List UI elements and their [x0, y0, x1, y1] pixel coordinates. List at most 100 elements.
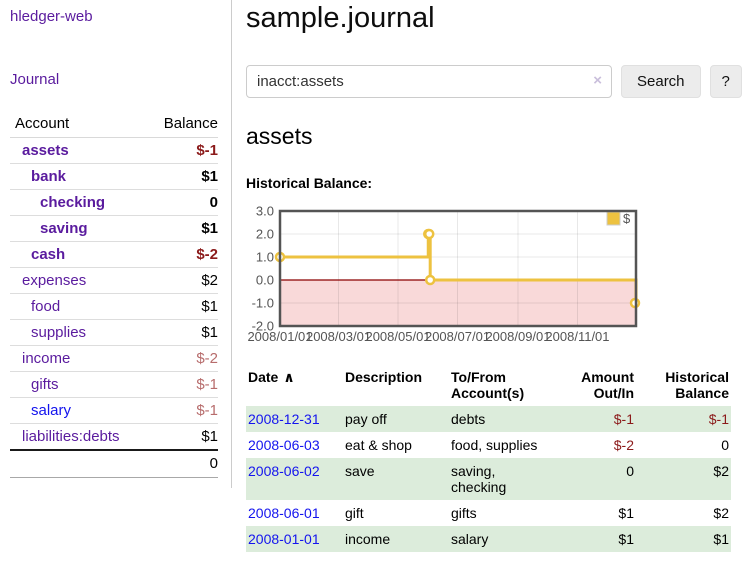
account-row: supplies $1 — [10, 319, 218, 346]
register-col-description: Description — [345, 369, 423, 385]
sidebar-account-salary[interactable]: salary — [31, 402, 72, 419]
account-balance: $1 — [145, 293, 218, 320]
main-content: sample.journal × Search ? assets Histori… — [232, 0, 742, 552]
account-row: assets $-1 — [10, 138, 218, 164]
legend-label: $ — [623, 211, 631, 226]
search-button[interactable]: Search — [621, 65, 701, 98]
transaction-balance: $-1 — [708, 411, 729, 427]
sort-ascending-icon: ∧ — [283, 369, 295, 385]
sidebar-account-food[interactable]: food — [31, 298, 61, 315]
account-row: food $1 — [10, 293, 218, 320]
search-input-wrap: × — [246, 65, 612, 98]
account-balance: $1 — [145, 163, 218, 190]
register-header-row: Date ∧ Description To/From Account(s) Amo… — [246, 366, 731, 406]
register-col-amount: Amount Out/In — [581, 369, 634, 401]
account-balance: $1 — [145, 215, 218, 242]
x-tick-label: 2008/09/01 — [485, 329, 550, 344]
register-row: 2008-01-01 income salary $1 $1 — [246, 526, 731, 552]
transaction-date-link[interactable]: 2008-01-01 — [248, 531, 320, 547]
data-point-marker — [423, 228, 435, 240]
transaction-accounts: saving, checking — [451, 463, 507, 495]
transaction-balance: $2 — [713, 505, 729, 521]
account-row: gifts $-1 — [10, 371, 218, 398]
x-tick-label: 2008/11/01 — [545, 329, 609, 344]
transaction-amount: 0 — [626, 463, 634, 479]
transaction-description: gift — [345, 505, 364, 521]
register-table: Date ∧ Description To/From Account(s) Amo… — [246, 366, 731, 552]
account-row: expenses $2 — [10, 267, 218, 294]
search-form: × Search ? — [246, 65, 742, 98]
clear-search-icon[interactable]: × — [593, 72, 602, 89]
sidebar-account-checking[interactable]: checking — [40, 194, 106, 211]
sidebar-account-assets[interactable]: assets — [22, 142, 69, 159]
y-tick-label: 0.0 — [256, 273, 274, 288]
transaction-accounts: gifts — [451, 505, 477, 521]
x-tick-label: 2008/01/01 — [247, 329, 312, 344]
accounts-table: Account Balance assets $-1 bank $1 checking 0… — [10, 111, 218, 478]
y-tick-label: 1.0 — [256, 250, 274, 265]
transaction-description: save — [345, 463, 375, 479]
accounts-total-value: 0 — [145, 449, 218, 478]
brand-link[interactable]: hledger-web — [10, 8, 93, 25]
app: hledger-web Journal Account Balance asse… — [0, 0, 742, 552]
sidebar-account-saving[interactable]: saving — [40, 220, 88, 237]
balance-chart: $3.0 2.0 1.0 0.0 -1.0 -2.0 2008/01/01 2008/03/0… — [246, 203, 742, 350]
transaction-accounts: salary — [451, 531, 489, 547]
search-input[interactable] — [246, 65, 612, 98]
account-row: saving $1 — [10, 215, 218, 242]
account-balance: $-2 — [145, 345, 218, 372]
date-col-label: Date — [248, 369, 279, 385]
accounts-col-account: Account — [10, 111, 146, 138]
transaction-balance: $2 — [713, 463, 729, 479]
account-row: liabilities:debts $1 — [10, 423, 218, 450]
account-balance: $2 — [145, 267, 218, 294]
y-tick-label: 3.0 — [256, 204, 274, 219]
sidebar-account-liabilities-debts[interactable]: liabilities:debts — [22, 428, 120, 445]
sidebar-account-bank[interactable]: bank — [31, 168, 67, 185]
account-balance: 0 — [145, 189, 218, 216]
sidebar-account-expenses[interactable]: expenses — [22, 272, 87, 289]
transaction-balance: 0 — [721, 437, 729, 453]
sidebar-account-supplies[interactable]: supplies — [31, 324, 87, 341]
balance-chart-svg: $3.0 2.0 1.0 0.0 -1.0 -2.02008/01/012008/03/0… — [247, 204, 641, 344]
transaction-date-link[interactable]: 2008-06-02 — [248, 463, 320, 479]
account-balance: $1 — [145, 423, 218, 450]
account-balance: $-1 — [145, 397, 218, 424]
negative-region — [280, 280, 636, 326]
account-row: cash $-2 — [10, 241, 218, 268]
transaction-amount: $1 — [618, 531, 634, 547]
transaction-accounts: debts — [451, 411, 486, 427]
account-balance: $-2 — [145, 241, 218, 268]
y-tick-label: -1.0 — [252, 296, 274, 311]
sidebar-account-gifts[interactable]: gifts — [31, 376, 59, 393]
sidebar-account-cash[interactable]: cash — [31, 246, 66, 263]
transaction-accounts: food, supplies — [451, 437, 538, 453]
register-row: 2008-12-31 pay off debts $-1 $-1 — [246, 406, 731, 432]
register-col-balance: Historical Balance — [665, 369, 729, 401]
transaction-amount: $-2 — [613, 437, 634, 453]
transaction-amount: $1 — [618, 505, 634, 521]
register-col-accounts: To/From Account(s) — [451, 369, 525, 401]
help-button[interactable]: ? — [709, 65, 742, 98]
chart-frame — [278, 209, 638, 328]
accounts-total-row: 0 — [10, 449, 218, 478]
sidebar: hledger-web Journal Account Balance asse… — [0, 0, 232, 488]
account-title: assets — [246, 123, 313, 149]
account-row: bank $1 — [10, 163, 218, 190]
transaction-date-link[interactable]: 2008-06-01 — [248, 505, 320, 521]
accounts-header-row: Account Balance — [10, 111, 218, 138]
sidebar-item-journal[interactable]: Journal — [10, 71, 60, 88]
x-tick-label: 2008/03/01 — [306, 329, 371, 344]
accounts-col-balance: Balance — [145, 111, 218, 138]
register-row: 2008-06-03 eat & shop food, supplies $-2 0 — [246, 432, 731, 458]
account-row: checking 0 — [10, 189, 218, 216]
transaction-date-link[interactable]: 2008-06-03 — [248, 437, 320, 453]
y-tick-label: -2.0 — [252, 319, 274, 334]
transaction-date-link[interactable]: 2008-12-31 — [248, 411, 320, 427]
x-tick-label: 2008/05/01 — [365, 329, 430, 344]
sidebar-account-income[interactable]: income — [22, 350, 71, 367]
y-tick-label: 2.0 — [256, 227, 274, 242]
transaction-description: pay off — [345, 411, 387, 427]
chart-title: Historical Balance: — [246, 175, 373, 191]
account-balance: $-1 — [145, 371, 218, 398]
